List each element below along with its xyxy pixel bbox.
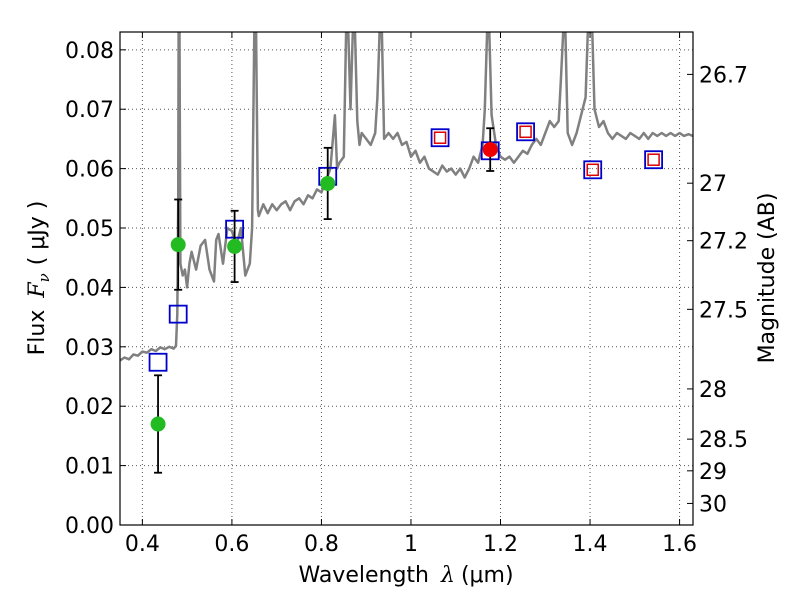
y-tick-label: 0.03 xyxy=(65,336,114,361)
sed-model-line xyxy=(120,32,693,362)
ticks xyxy=(120,32,693,526)
x-axis-label-unit: (μm) xyxy=(461,563,514,588)
model-photometry-inner-square xyxy=(433,131,447,144)
y-tick-label: 0.07 xyxy=(65,98,114,123)
plot-frame xyxy=(119,31,694,526)
y-tick-label: 0.08 xyxy=(65,39,114,64)
x-tick-label: 1.4 xyxy=(573,532,608,557)
y-axis-label-unit: ( μJy ) xyxy=(25,201,50,266)
mag-tick-label: 29 xyxy=(699,460,727,485)
mag-tick-label: 28.5 xyxy=(699,428,748,453)
plot-area xyxy=(120,32,693,474)
mag-tick-label: 28 xyxy=(699,378,727,403)
mag-tick-label: 30 xyxy=(699,492,727,517)
x-tick-label: 0.6 xyxy=(214,532,249,557)
x-axis-label-symbol: λ xyxy=(440,563,455,588)
mag-tick-label: 26.7 xyxy=(699,63,748,88)
model-photometry-square xyxy=(583,160,603,180)
y-tick-label: 0.05 xyxy=(65,217,114,242)
model-photometry-inner-square xyxy=(647,153,660,166)
observed-data-point xyxy=(150,416,166,432)
x-tick-label: 0.8 xyxy=(304,532,339,557)
x-axis-label: Wavelength λ (μm) xyxy=(298,563,513,588)
y-tick-label: 0.01 xyxy=(65,455,114,480)
y-tick-label: 0.04 xyxy=(65,276,114,301)
tick-labels: 0.4 0.6 0.8 1 1.2 1.4 1.6 0.00 0.01 0.02 0.03 0.04 0… xyxy=(65,39,748,557)
y-axis-label: Flux Fν ( μJy ) xyxy=(25,201,53,356)
y-tick-label: 0.00 xyxy=(65,514,114,539)
plot-background xyxy=(120,32,693,525)
y-axis-label-text: Flux xyxy=(25,310,50,356)
x-tick-label: 1 xyxy=(404,532,418,557)
model-photometry-square xyxy=(644,150,664,170)
x-tick-label: 0.4 xyxy=(125,532,160,557)
x-axis-label-text: Wavelength xyxy=(298,563,429,588)
y-axis-label-symbol: F xyxy=(25,282,50,299)
mag-tick-label: 27.5 xyxy=(699,298,748,323)
x-tick-label: 1.2 xyxy=(483,532,518,557)
model-photometry-inner-square xyxy=(519,125,532,139)
y-tick-label: 0.06 xyxy=(65,158,114,183)
observed-data-point xyxy=(482,142,498,158)
mag-tick-label: 27.2 xyxy=(699,230,748,255)
mag-tick-label: 27 xyxy=(699,172,727,197)
observed-data-point xyxy=(227,238,243,254)
observed-data-point xyxy=(320,175,336,191)
observed-data-point xyxy=(170,237,186,253)
model-photometry-square xyxy=(148,352,168,372)
model-photometry-square xyxy=(168,304,188,324)
model-photometry-square xyxy=(516,122,535,142)
model-photometry-square xyxy=(430,128,450,148)
model-photometry-inner-square xyxy=(586,163,599,177)
y2-axis-label: Magnitude (AB) xyxy=(755,193,780,364)
x-tick-label: 1.6 xyxy=(662,532,697,557)
y-tick-label: 0.02 xyxy=(65,395,114,420)
y-axis-label-subscript: ν xyxy=(35,273,53,282)
